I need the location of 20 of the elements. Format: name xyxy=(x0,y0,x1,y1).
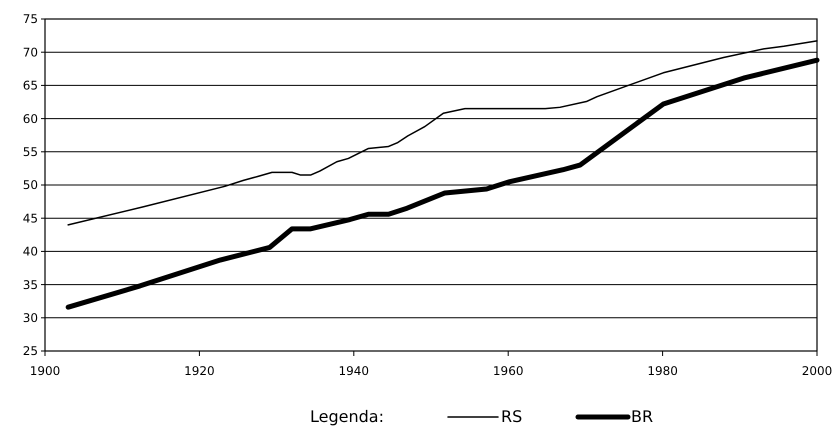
x-tick-label: 1920 xyxy=(184,364,215,378)
y-tick-label: 75 xyxy=(22,12,38,26)
y-tick-label: 25 xyxy=(22,344,38,358)
y-tick-label: 45 xyxy=(22,211,38,226)
legend-label: BR xyxy=(631,407,654,426)
y-tick-label: 65 xyxy=(22,78,38,93)
x-tick-label: 1960 xyxy=(492,364,524,378)
y-tick-label: 55 xyxy=(22,145,38,159)
y-tick-label: 30 xyxy=(22,311,38,325)
x-tick-label: 2000 xyxy=(802,364,832,378)
y-tick-label: 70 xyxy=(22,45,38,60)
y-tick-label: 35 xyxy=(22,278,38,292)
y-tick-label: 50 xyxy=(22,178,38,192)
x-tick-label: 1900 xyxy=(30,364,60,378)
y-tick-label: 60 xyxy=(22,112,38,126)
x-tick-label: 1980 xyxy=(647,364,678,378)
y-tick-label: 40 xyxy=(22,244,38,259)
legend-title: Legenda: xyxy=(310,407,384,426)
x-tick-label: 1940 xyxy=(338,364,370,378)
legend-label: RS xyxy=(501,407,522,426)
